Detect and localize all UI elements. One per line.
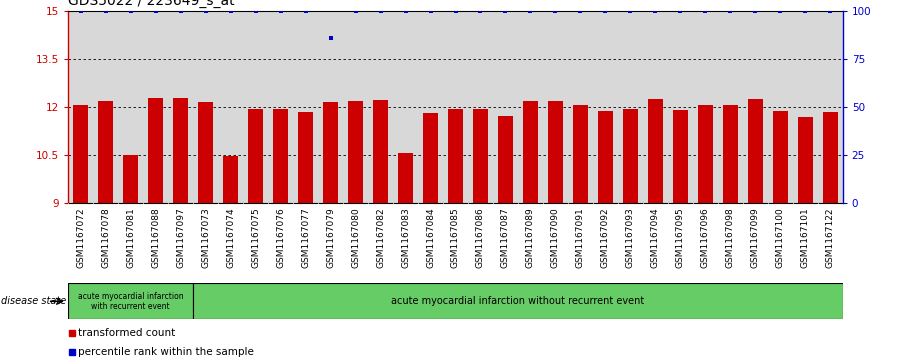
Bar bbox=[248, 109, 263, 203]
Bar bbox=[98, 101, 113, 203]
Text: GSM1167122: GSM1167122 bbox=[825, 207, 834, 268]
Bar bbox=[193, 283, 843, 319]
Bar bbox=[548, 101, 563, 203]
Bar bbox=[748, 99, 763, 203]
Bar bbox=[573, 105, 588, 203]
Text: GSM1167090: GSM1167090 bbox=[551, 207, 560, 268]
Text: GSM1167079: GSM1167079 bbox=[326, 207, 335, 268]
Text: GSM1167086: GSM1167086 bbox=[476, 207, 485, 268]
Text: GSM1167083: GSM1167083 bbox=[401, 207, 410, 268]
Text: GSM1167085: GSM1167085 bbox=[451, 207, 460, 268]
Text: GSM1167089: GSM1167089 bbox=[526, 207, 535, 268]
Bar bbox=[698, 105, 712, 203]
Bar bbox=[673, 110, 688, 203]
Text: GSM1167096: GSM1167096 bbox=[701, 207, 710, 268]
Text: GSM1167100: GSM1167100 bbox=[776, 207, 784, 268]
Text: GSM1167101: GSM1167101 bbox=[801, 207, 810, 268]
Bar bbox=[323, 102, 338, 203]
Text: acute myocardial infarction
with recurrent event: acute myocardial infarction with recurre… bbox=[78, 291, 184, 311]
Text: percentile rank within the sample: percentile rank within the sample bbox=[78, 347, 254, 357]
Text: GSM1167087: GSM1167087 bbox=[501, 207, 510, 268]
Text: GSM1167072: GSM1167072 bbox=[77, 207, 86, 268]
Text: GSM1167097: GSM1167097 bbox=[176, 207, 185, 268]
Text: disease state: disease state bbox=[1, 296, 67, 306]
Text: acute myocardial infarction without recurrent event: acute myocardial infarction without recu… bbox=[392, 296, 645, 306]
Text: GSM1167099: GSM1167099 bbox=[751, 207, 760, 268]
Text: GSM1167094: GSM1167094 bbox=[650, 207, 660, 268]
Text: GSM1167080: GSM1167080 bbox=[351, 207, 360, 268]
Bar bbox=[148, 98, 163, 203]
Text: GSM1167077: GSM1167077 bbox=[302, 207, 310, 268]
Text: GSM1167076: GSM1167076 bbox=[276, 207, 285, 268]
Bar bbox=[273, 109, 288, 203]
Bar bbox=[123, 155, 138, 203]
Bar bbox=[374, 100, 388, 203]
Text: GSM1167073: GSM1167073 bbox=[201, 207, 210, 268]
Text: GSM1167092: GSM1167092 bbox=[601, 207, 609, 268]
Text: GDS5022 / 223649_s_at: GDS5022 / 223649_s_at bbox=[68, 0, 235, 8]
Bar bbox=[798, 117, 813, 203]
Bar bbox=[298, 112, 313, 203]
Bar bbox=[73, 106, 88, 203]
Bar bbox=[722, 106, 738, 203]
Bar bbox=[523, 101, 537, 203]
Bar bbox=[823, 112, 838, 203]
Bar bbox=[423, 113, 438, 203]
Bar bbox=[68, 283, 193, 319]
Text: GSM1167098: GSM1167098 bbox=[726, 207, 735, 268]
Bar bbox=[623, 109, 638, 203]
Text: GSM1167093: GSM1167093 bbox=[626, 207, 635, 268]
Text: GSM1167082: GSM1167082 bbox=[376, 207, 385, 268]
Text: transformed count: transformed count bbox=[78, 327, 175, 338]
Bar bbox=[648, 99, 663, 203]
Bar bbox=[448, 109, 463, 203]
Bar bbox=[773, 111, 788, 203]
Bar bbox=[473, 109, 488, 203]
Text: GSM1167074: GSM1167074 bbox=[226, 207, 235, 268]
Text: GSM1167084: GSM1167084 bbox=[426, 207, 435, 268]
Text: GSM1167078: GSM1167078 bbox=[101, 207, 110, 268]
Bar bbox=[348, 101, 363, 203]
Bar bbox=[199, 102, 213, 203]
Text: GSM1167091: GSM1167091 bbox=[576, 207, 585, 268]
Bar bbox=[498, 116, 513, 203]
Text: GSM1167088: GSM1167088 bbox=[151, 207, 160, 268]
Text: GSM1167081: GSM1167081 bbox=[127, 207, 135, 268]
Text: GSM1167095: GSM1167095 bbox=[676, 207, 685, 268]
Bar bbox=[173, 98, 189, 203]
Bar bbox=[598, 111, 613, 203]
Text: GSM1167075: GSM1167075 bbox=[251, 207, 261, 268]
Bar bbox=[223, 156, 238, 203]
Bar bbox=[398, 152, 413, 203]
